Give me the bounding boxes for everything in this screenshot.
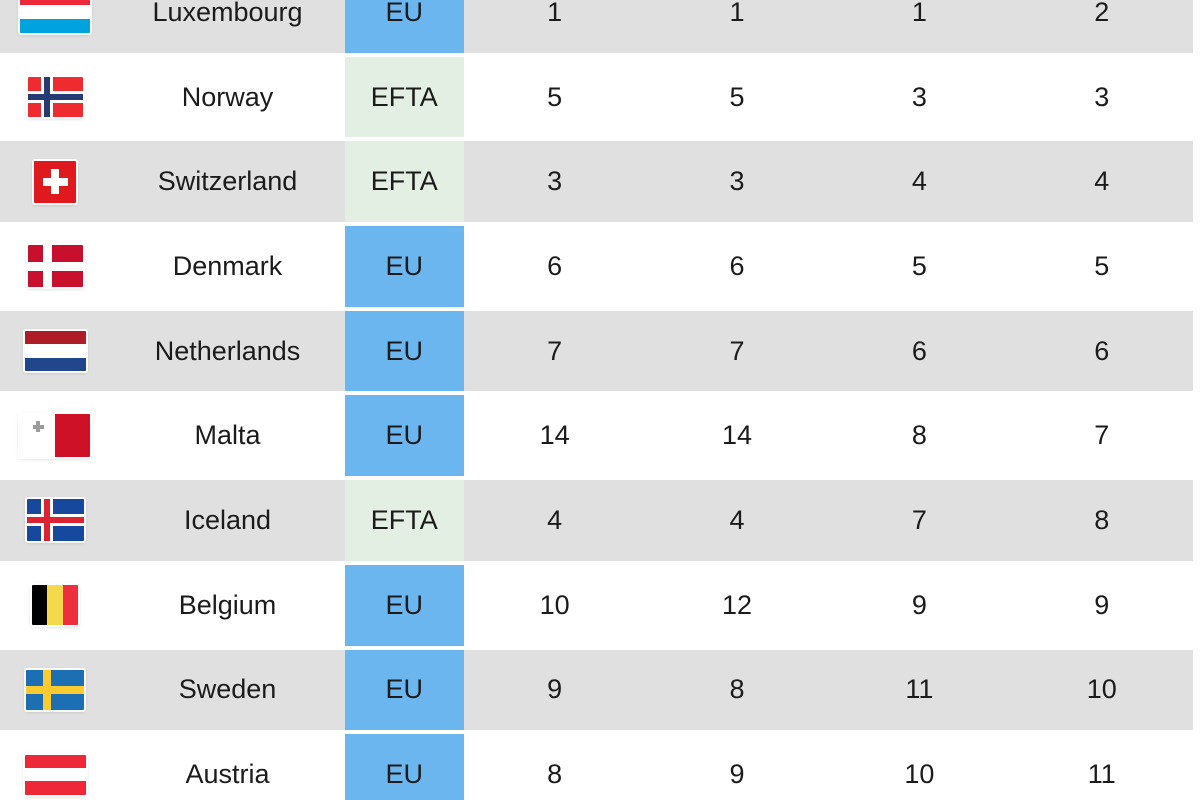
table-row: Netherlands EU 7 7 6 6 — [0, 310, 1193, 396]
rank-value: 8 — [911, 420, 927, 451]
rank-value: 8 — [1094, 504, 1110, 535]
flag-cell — [0, 0, 110, 53]
switzerland-flag — [34, 160, 76, 203]
rank-value: 10 — [539, 589, 570, 620]
rank-value: 10 — [1086, 674, 1117, 705]
rank-value: 7 — [547, 335, 563, 366]
table-row: Malta EU 14 14 8 7 — [0, 395, 1193, 481]
membership-badge: EU — [345, 734, 464, 800]
membership-badge: EU — [345, 226, 464, 307]
rank-value: 9 — [729, 759, 745, 790]
membership-badge: EU — [345, 0, 464, 53]
netherlands-flag — [24, 331, 86, 372]
country-name: Luxembourg — [152, 0, 303, 27]
flag-cell — [0, 57, 110, 138]
rank-value: 7 — [911, 504, 927, 535]
table-row: Belgium EU 10 12 9 9 — [0, 564, 1193, 650]
membership-badge: EFTA — [345, 56, 464, 138]
table-row: Iceland EFTA 4 4 7 8 — [0, 480, 1193, 565]
rank-value: 8 — [729, 674, 745, 705]
rank-value: 14 — [722, 420, 753, 451]
malta-flag — [20, 414, 90, 458]
rank-value: 3 — [911, 81, 927, 112]
membership-badge: EU — [345, 310, 464, 392]
belgium-flag — [32, 585, 78, 626]
rank-value: 6 — [729, 250, 745, 281]
table-row: Switzerland EFTA 3 3 4 4 — [0, 141, 1193, 227]
rank-value: 7 — [1094, 420, 1110, 451]
rank-value: 12 — [722, 589, 753, 620]
membership-badge: EU — [345, 564, 464, 646]
rank-value: 3 — [547, 166, 563, 197]
rank-value: 8 — [547, 759, 563, 790]
table-row: Austria EU 8 9 10 11 — [0, 734, 1193, 800]
flag-cell — [0, 565, 110, 646]
country-name: Belgium — [178, 589, 277, 620]
rank-value: 11 — [1087, 759, 1116, 790]
rank-value: 1 — [911, 0, 927, 27]
rank-value: 6 — [547, 250, 563, 281]
rank-value: 4 — [729, 504, 745, 535]
country-name: Malta — [194, 420, 261, 451]
rank-value: 1 — [547, 0, 563, 27]
flag-cell — [0, 311, 110, 392]
rank-value: 11 — [905, 674, 934, 705]
norway-flag — [27, 77, 83, 118]
country-name: Sweden — [178, 674, 277, 705]
rank-value: 9 — [547, 674, 563, 705]
table-row: Denmark EU 6 6 5 5 — [0, 226, 1193, 311]
flag-cell — [0, 734, 110, 800]
country-name: Austria — [185, 759, 270, 790]
membership-badge: EU — [345, 395, 464, 477]
rank-value: 6 — [1094, 335, 1110, 366]
rank-value: 6 — [911, 335, 927, 366]
rank-value: 14 — [539, 420, 570, 451]
austria-flag — [24, 754, 86, 795]
country-name: Iceland — [183, 504, 272, 535]
table-row: Norway EFTA 5 5 3 3 — [0, 56, 1193, 142]
table-row: Sweden EU 9 8 11 10 — [0, 649, 1193, 735]
flag-cell — [0, 141, 110, 222]
membership-badge: EFTA — [345, 141, 464, 223]
rank-value: 4 — [1094, 166, 1110, 197]
denmark-flag — [27, 245, 83, 288]
rank-value: 4 — [911, 166, 927, 197]
rank-value: 9 — [911, 589, 927, 620]
rank-value: 5 — [729, 81, 745, 112]
country-name: Denmark — [172, 250, 283, 281]
country-name: Netherlands — [154, 335, 301, 366]
flag-cell — [0, 650, 110, 731]
rank-value: 2 — [1094, 0, 1110, 27]
country-name: Norway — [181, 81, 274, 112]
rank-value: 4 — [547, 504, 563, 535]
rank-value: 10 — [904, 759, 935, 790]
rank-value: 3 — [1094, 81, 1110, 112]
iceland-flag — [26, 499, 84, 542]
country-name: Switzerland — [157, 166, 298, 197]
rank-value: 5 — [547, 81, 563, 112]
rank-value: 7 — [729, 335, 745, 366]
sweden-flag — [26, 669, 84, 710]
flag-cell — [0, 226, 110, 307]
rank-value: 3 — [729, 166, 745, 197]
flag-cell — [0, 480, 110, 561]
luxembourg-flag — [20, 0, 90, 34]
membership-badge: EU — [345, 649, 464, 731]
rank-value: 9 — [1094, 589, 1110, 620]
rank-value: 5 — [911, 250, 927, 281]
membership-badge: EFTA — [345, 480, 464, 561]
table-row: Luxembourg EU 1 1 1 2 — [0, 0, 1193, 57]
rank-value: 1 — [729, 0, 745, 27]
flag-cell — [0, 395, 110, 476]
rank-value: 5 — [1094, 250, 1110, 281]
